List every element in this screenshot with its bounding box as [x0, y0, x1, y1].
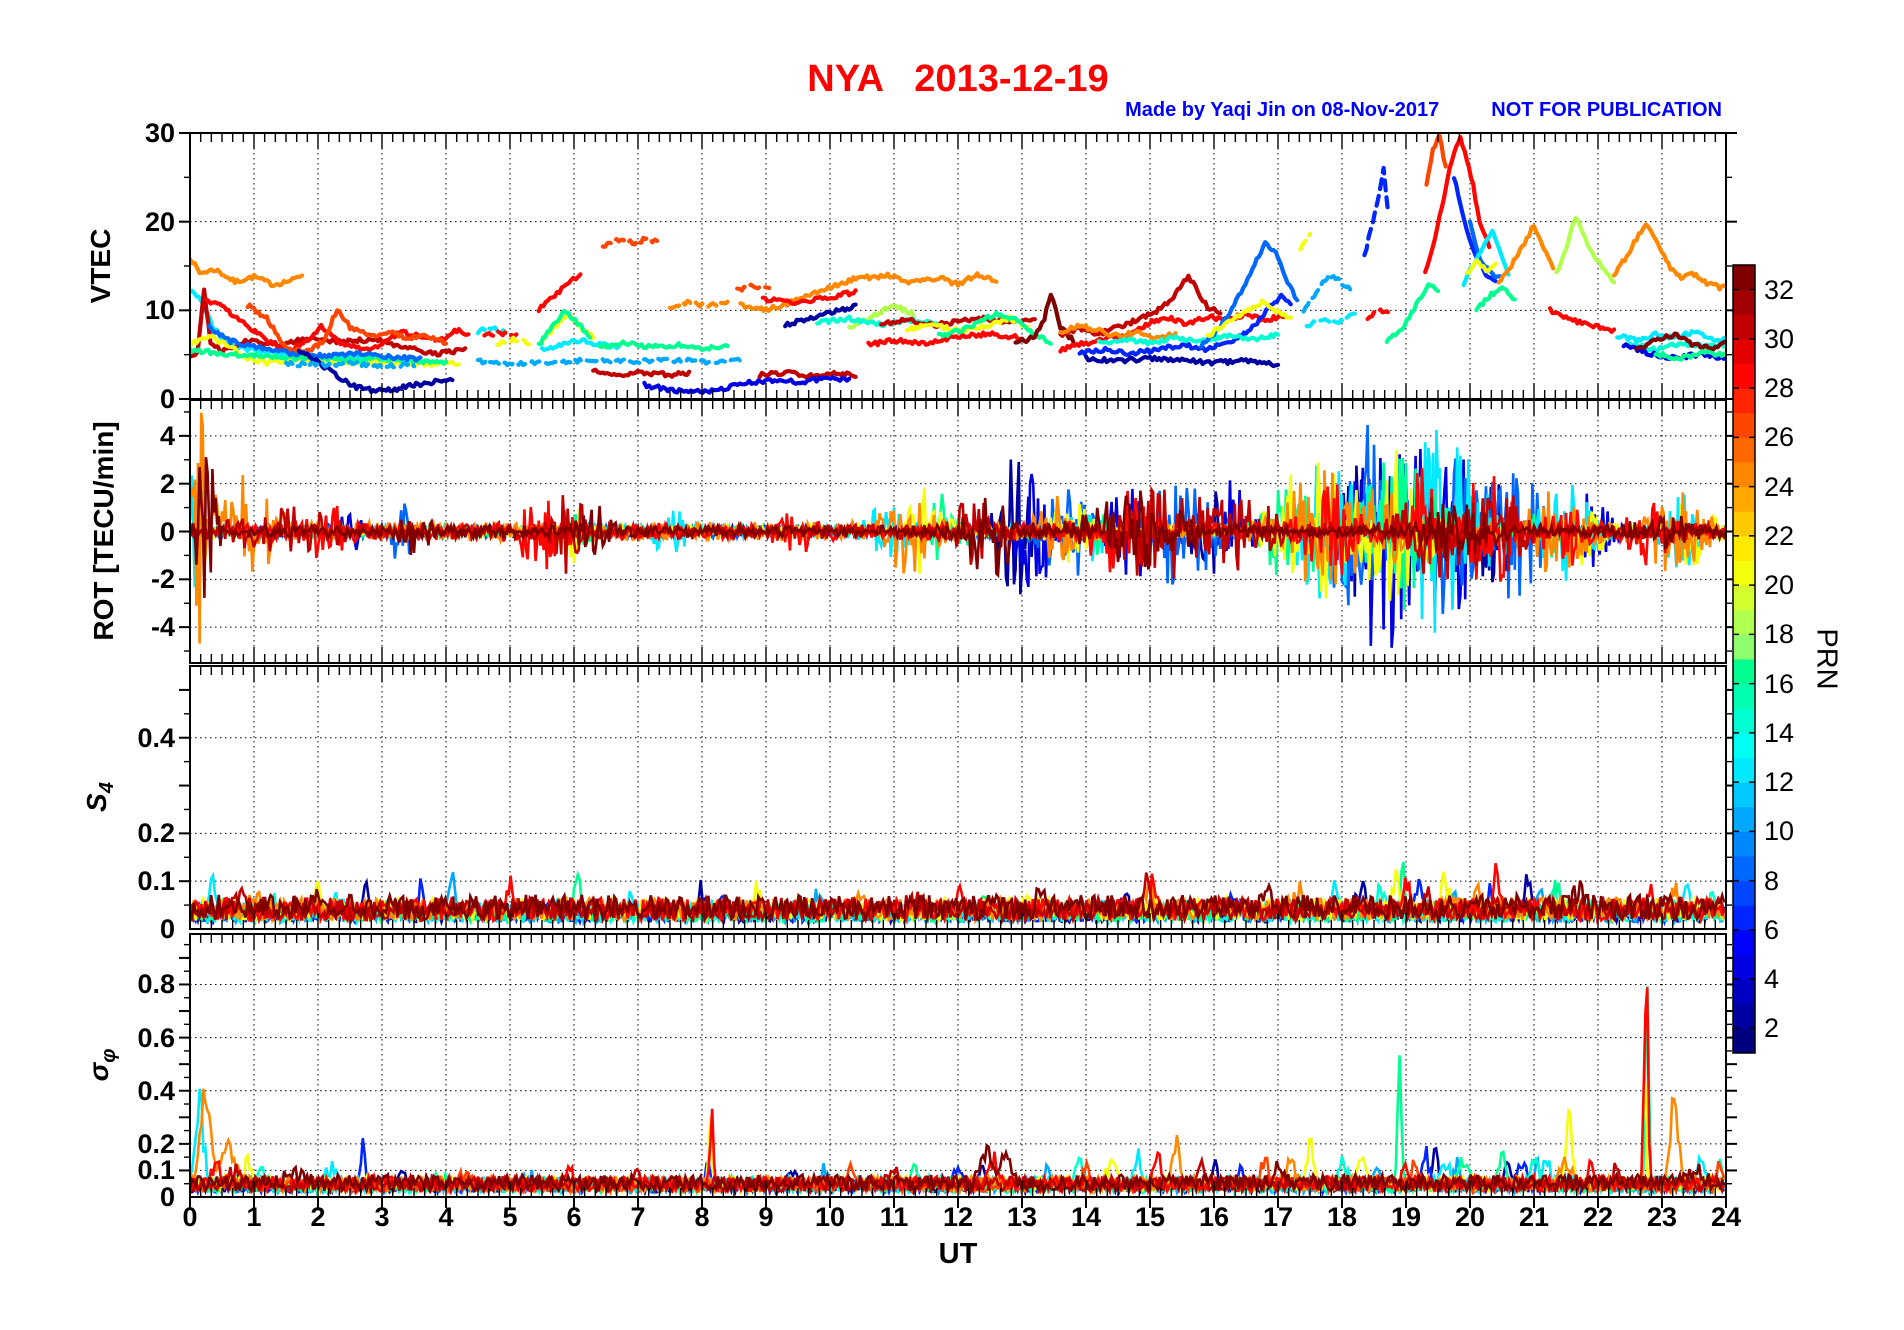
x-tick-label: 9 [758, 1202, 774, 1232]
y-tick-label: 0 [159, 384, 175, 414]
y-tick-label: 0.6 [137, 1022, 175, 1053]
colorbar-tick-label: 16 [1764, 668, 1795, 699]
x-tick-label: 8 [694, 1202, 710, 1232]
colorbar-tick-label: 8 [1764, 865, 1780, 896]
y-tick-label: 4 [159, 420, 175, 451]
y-tick-label: 0 [159, 914, 175, 944]
y-tick-label: 0 [159, 516, 175, 547]
colorbar-tick-label: 24 [1764, 471, 1795, 502]
x-tick-label: 19 [1390, 1202, 1422, 1232]
x-tick-label: 6 [566, 1202, 582, 1232]
x-tick-label: 16 [1198, 1202, 1230, 1232]
x-tick-label: 14 [1070, 1202, 1102, 1232]
x-tick-label: 22 [1582, 1202, 1614, 1232]
colorbar-tick-label: 2 [1764, 1013, 1780, 1044]
credit-text: Made by Yaqi Jin on 08-Nov-2017 [1125, 99, 1440, 121]
colorbar-tick-label: 6 [1764, 914, 1780, 945]
colorbar-tick-label: 26 [1764, 422, 1795, 453]
y-tick-label: 2 [159, 468, 175, 499]
x-tick-label: 20 [1454, 1202, 1486, 1232]
x-tick-label: 3 [374, 1202, 390, 1232]
not-for-publication-text: NOT FOR PUBLICATION [1491, 99, 1722, 121]
y-tick-label: 0 [159, 1182, 175, 1212]
x-tick-label: 13 [1006, 1202, 1038, 1232]
colorbar-tick-label: 30 [1764, 323, 1795, 354]
x-tick-label: 5 [502, 1202, 518, 1232]
y-tick-label: 0.2 [137, 818, 175, 849]
y-tick-label: -2 [150, 564, 175, 595]
x-tick-label: 18 [1326, 1202, 1358, 1232]
x-tick-label: 24 [1710, 1202, 1742, 1232]
x-tick-label: 4 [438, 1202, 454, 1232]
y-tick-label: 0.4 [137, 1075, 175, 1106]
y-tick-label: 0.1 [137, 1155, 175, 1186]
x-tick-label: 15 [1134, 1202, 1166, 1232]
x-tick-label: 10 [814, 1202, 846, 1232]
colorbar-tick-label: 22 [1764, 520, 1795, 551]
y-tick-label: 0.4 [137, 722, 175, 753]
y-tick-label: 30 [144, 118, 175, 148]
colorbar-tick-label: 12 [1764, 767, 1795, 798]
figure-title: NYA 2013-12-19 [807, 58, 1109, 100]
colorbar-tick-label: 20 [1764, 570, 1795, 601]
x-tick-label: 12 [942, 1202, 974, 1232]
x-tick-label: 21 [1518, 1202, 1550, 1232]
x-tick-label: 7 [630, 1202, 646, 1232]
colorbar-tick-label: 28 [1764, 373, 1795, 404]
colorbar-tick-label: 10 [1764, 816, 1795, 847]
x-tick-label: 0 [182, 1202, 198, 1232]
s4-axis-label: S4 [81, 782, 118, 812]
colorbar-tick-label: 18 [1764, 619, 1795, 650]
x-tick-label: 1 [246, 1202, 262, 1232]
y-tick-label: 0.8 [137, 969, 175, 1000]
x-tick-label: 17 [1262, 1202, 1294, 1232]
colorbar-tick-label: 14 [1764, 717, 1795, 748]
y-tick-label: 0.1 [137, 866, 175, 897]
y-tick-label: 0.2 [137, 1128, 175, 1159]
x-axis-label: UT [938, 1238, 978, 1270]
y-tick-label: 20 [144, 206, 175, 237]
y-tick-label: -4 [150, 612, 175, 643]
y-tick-label: 10 [144, 295, 175, 326]
credit-row: Made by Yaqi Jin on 08-Nov-2017 NOT FOR … [190, 99, 1722, 122]
vtec-axis-label: VTEC [85, 228, 117, 304]
x-tick-label: 23 [1646, 1202, 1678, 1232]
x-tick-label: 11 [879, 1202, 909, 1232]
colorbar-tick-label: 4 [1764, 964, 1780, 995]
x-tick-label: 2 [310, 1202, 326, 1232]
colorbar-tick-label: 32 [1764, 274, 1795, 305]
